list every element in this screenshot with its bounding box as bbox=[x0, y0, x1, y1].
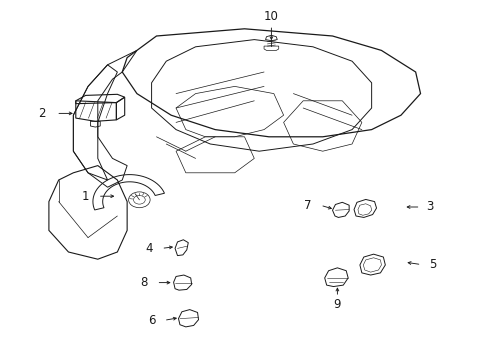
Text: 4: 4 bbox=[145, 242, 153, 255]
Text: 8: 8 bbox=[140, 276, 148, 289]
Text: 6: 6 bbox=[147, 314, 155, 327]
Text: 1: 1 bbox=[81, 190, 89, 203]
Text: 3: 3 bbox=[426, 201, 433, 213]
Text: 5: 5 bbox=[428, 258, 436, 271]
Text: 7: 7 bbox=[304, 199, 311, 212]
Text: 2: 2 bbox=[38, 107, 45, 120]
Text: 10: 10 bbox=[264, 10, 278, 23]
Text: 9: 9 bbox=[333, 298, 341, 311]
